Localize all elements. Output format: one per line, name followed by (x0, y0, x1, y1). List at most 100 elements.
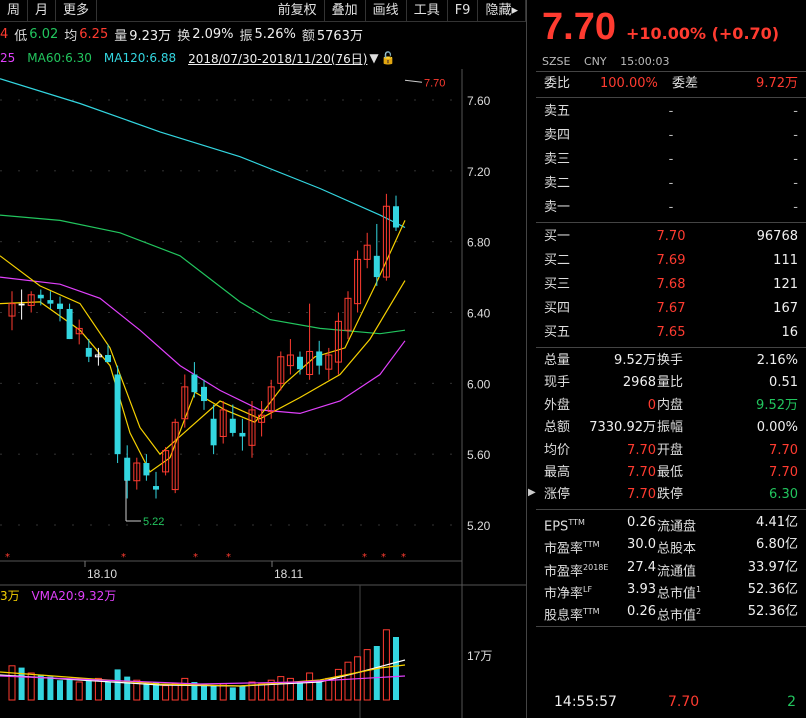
volume-bar (47, 676, 54, 700)
tick-price: 7.70 (668, 694, 700, 710)
candle-body (201, 386, 207, 402)
tick-vol: 2 (787, 694, 796, 710)
candle-body (325, 354, 333, 370)
quote-first: 4 (0, 26, 9, 42)
fund-label-2-sup: 1 (696, 584, 702, 594)
fund-value-2: 33.97亿 (747, 559, 798, 575)
last-price: 7.70 (542, 6, 616, 48)
toolbar-fuquan[interactable]: 前复权 (271, 0, 325, 22)
candle-body (94, 354, 102, 358)
candle-body (267, 386, 275, 413)
price-axis-label: 6.80 (467, 236, 491, 250)
candle-body (114, 374, 121, 455)
fund-label-text: 股息率 (544, 608, 584, 624)
buy-label: 买二 (544, 253, 571, 268)
quote-time: 15:00:03 (620, 55, 670, 68)
candle-body (191, 374, 198, 393)
fundamental-row: 市盈率TTM 30.0 总股本 6.80亿 (536, 534, 806, 556)
candle-body (57, 303, 63, 309)
vma20-line (0, 675, 406, 685)
toolbar-month[interactable]: 月 (28, 0, 57, 22)
volume-bar (239, 685, 246, 700)
candle-body (382, 205, 390, 278)
sell-volume: - (793, 200, 798, 215)
toolbar-draw[interactable]: 画线 (366, 0, 407, 22)
kline-chart-panel[interactable]: 周 月 更多 前复权 叠加 画线 工具 F9 隐藏▸ 4 低 6.02 均 6.… (0, 0, 526, 718)
fund-label: 市盈率TTM (544, 534, 600, 561)
low-value: 6.02 (29, 26, 59, 42)
toolbar-overlay[interactable]: 叠加 (325, 0, 366, 22)
panel-divider[interactable] (526, 0, 536, 718)
volume-bar (162, 685, 170, 701)
date-range[interactable]: 2018/07/30-2018/11/20(76日) (188, 51, 368, 66)
event-star-icon: * (381, 552, 386, 563)
fund-label-2: 总股本 (657, 534, 696, 561)
fund-label-text: 市净率 (544, 586, 584, 602)
sell-volume: - (793, 152, 798, 167)
fund-label-2-text: 流通值 (657, 563, 697, 579)
volume-bar (114, 669, 121, 700)
fundamental-row: 市净率LF 3.93 总市值1 52.36亿 (536, 579, 806, 601)
vol-value: 9.23万 (129, 28, 172, 44)
candle-body (85, 347, 92, 357)
buy-price: 7.67 (656, 301, 686, 316)
fund-label-2: 总市值1 (657, 579, 701, 606)
volume-bar (306, 672, 314, 701)
stat-value-2: 9.52万 (756, 397, 798, 413)
toolbar-more[interactable]: 更多 (56, 0, 98, 22)
buy-volume: 16 (781, 325, 798, 340)
candle-body (316, 351, 323, 366)
sell-row: 卖一 - - (536, 196, 806, 220)
price-header: 7.70 +10.00% (+0.70) (536, 0, 806, 55)
fund-label-text: EPS (544, 519, 569, 535)
separator (536, 625, 806, 627)
sell-label: 卖一 (544, 200, 571, 215)
ma120-legend: MA120:6.88 (103, 51, 177, 65)
stat-value-2: 7.70 (769, 464, 798, 480)
fund-value-2: 4.41亿 (756, 514, 798, 530)
toolbar-hide[interactable]: 隐藏▸ (478, 0, 526, 22)
candlestick-svg: 7.60 7.20 6.80 6.40 6.00 5.60 5.20 18.10 18.11 * *… (0, 69, 526, 718)
buy-row: 买一 7.70 96768 (536, 225, 806, 249)
fund-value: 3.93 (627, 581, 656, 597)
stat-row: 均价 7.70 开盘 7.70 (536, 440, 806, 462)
candle-body (344, 297, 352, 331)
stat-value-2: 0.00% (756, 420, 798, 436)
sell-volume: - (793, 176, 798, 191)
chart-toolbar: 周 月 更多 前复权 叠加 画线 工具 F9 隐藏▸ (0, 0, 526, 22)
candle-body (133, 462, 141, 482)
fund-label-2-sup: 2 (696, 607, 702, 617)
volume-bar (334, 668, 342, 701)
candle-body (75, 327, 83, 335)
low-annotation: 5.22 (143, 516, 164, 528)
stat-value: 2968 (622, 375, 656, 391)
buy-volume: 121 (773, 277, 798, 292)
toolbar-tools[interactable]: 工具 (407, 0, 448, 22)
lock-icon[interactable]: 🔓 (380, 51, 396, 65)
ma10-line (0, 255, 406, 456)
candle-body (354, 258, 362, 305)
volume-bar (57, 680, 63, 700)
stat-value-2: 6.30 (769, 487, 798, 503)
stat-label-2: 量比 (657, 375, 684, 391)
candles (8, 193, 399, 499)
ma20-line (0, 276, 406, 415)
expand-arrow-icon[interactable]: ▶ (528, 487, 536, 498)
sell-volume: - (793, 128, 798, 143)
toolbar-week[interactable]: 周 (0, 0, 29, 22)
sell-row: 卖四 - - (536, 124, 806, 148)
volume-bar (210, 685, 217, 700)
candle-body (258, 414, 266, 423)
fund-value: 30.0 (627, 537, 656, 553)
fundamental-row: 市盈率2018E 27.4 流通值 33.97亿 (536, 557, 806, 579)
dropdown-triangle-icon[interactable]: ▼ (369, 51, 379, 65)
price-axis-label: 5.60 (467, 448, 491, 462)
price-axis-label: 7.20 (467, 165, 491, 179)
candle-body (373, 255, 380, 278)
ma120-line (0, 78, 406, 229)
fund-label-2: 流通盘 (657, 512, 696, 539)
event-star-icon: * (401, 552, 406, 563)
toolbar-f9[interactable]: F9 (448, 0, 479, 22)
fund-label-sup: TTM (583, 607, 600, 617)
fund-label-sup: TTM (583, 540, 600, 550)
